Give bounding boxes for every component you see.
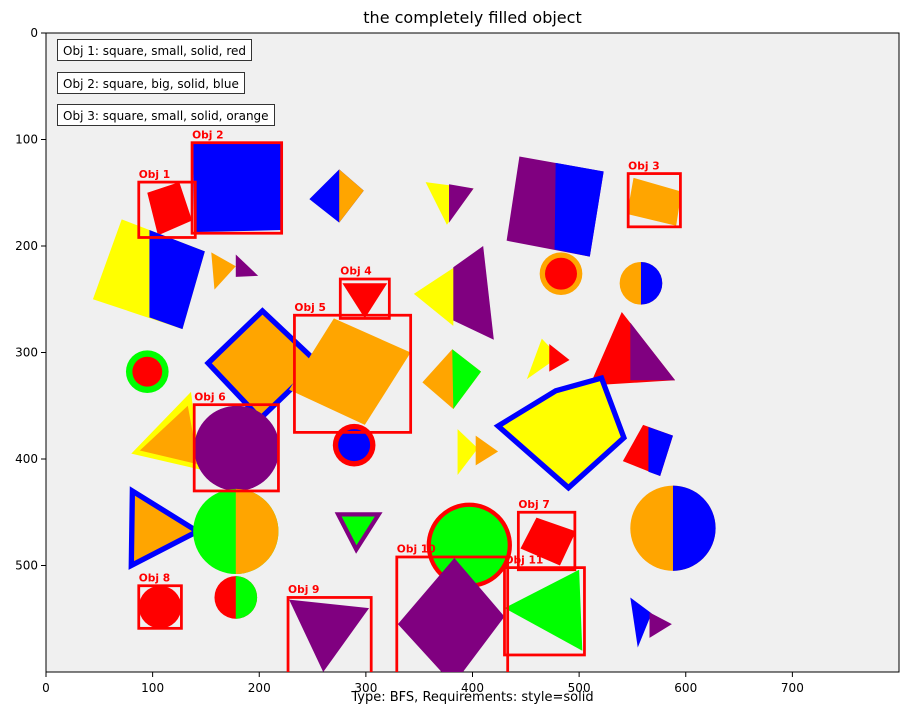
bbox-obj-2 — [190, 141, 284, 235]
bbox-obj-7 — [516, 510, 577, 572]
bbox-label-obj-10: Obj 10 — [397, 543, 436, 556]
x-tick-label: 300 — [354, 681, 377, 695]
yellow-purple-triangle-2 — [413, 267, 455, 326]
x-tick-label: 700 — [781, 681, 804, 695]
x-tick-label: 200 — [248, 681, 271, 695]
orange-square-obj3 — [627, 177, 682, 226]
bbox-label-obj-11: Obj 11 — [504, 553, 543, 566]
bbox-obj-4 — [338, 277, 391, 320]
bbox-label-obj-6: Obj 6 — [194, 390, 225, 403]
x-tick-label: 100 — [141, 681, 164, 695]
bbox-label-obj-3: Obj 3 — [628, 159, 659, 172]
red-triangle-obj4 — [342, 283, 388, 319]
bounding-boxes: Obj 1 Obj 2 Obj 3 Obj 4 Obj 5 Obj 6 Obj 7 Obj 8… — [137, 128, 682, 673]
orange-purple-triangle — [211, 252, 236, 290]
bbox-obj-8 — [137, 584, 183, 630]
blue-purple-triangle — [630, 597, 652, 648]
y-tick-label: 500 — [15, 559, 38, 573]
bbox-label-obj-2: Obj 2 — [192, 128, 223, 141]
x-tick-label: 500 — [568, 681, 591, 695]
bbox-obj-11 — [503, 566, 586, 657]
bbox-label-obj-4: Obj 4 — [340, 265, 371, 278]
red-circle-obj8 — [138, 585, 182, 629]
bbox-obj-9 — [286, 596, 373, 673]
orange-square-obj5 — [289, 318, 411, 425]
red-square-obj7 — [520, 517, 576, 566]
bbox-label-obj-5: Obj 5 — [294, 301, 325, 314]
bbox-label-obj-8: Obj 8 — [139, 571, 170, 584]
y-tick-label: 100 — [15, 133, 38, 147]
legend-item-1: Obj 1: square, small, solid, red — [57, 39, 252, 61]
bbox-obj-5 — [293, 313, 413, 434]
legend-item-3: Obj 3: square, small, solid, orange — [57, 104, 275, 126]
y-tick-label: 400 — [15, 452, 38, 466]
green-red-ring-circle — [426, 502, 512, 588]
purple-triangle-obj9 — [289, 599, 370, 673]
green-purple-triangle — [334, 512, 383, 554]
yellow-orange-small-triangle — [457, 429, 478, 475]
x-tick-label: 400 — [461, 681, 484, 695]
bbox-label-obj-7: Obj 7 — [518, 498, 549, 511]
legend-item-2: Obj 2: square, big, solid, blue — [57, 72, 245, 94]
purple-square-obj10 — [397, 558, 505, 673]
y-tick-label: 300 — [15, 346, 38, 360]
bbox-label-obj-9: Obj 9 — [288, 583, 319, 596]
chart-caption: Type: BFS, Requirements: style=solid — [351, 690, 594, 705]
scene: Obj 1 Obj 2 Obj 3 Obj 4 Obj 5 Obj 6 Obj 7 Obj 8… — [92, 128, 716, 673]
orange-blue-outlined-triangle — [128, 486, 203, 570]
x-tick-label: 0 — [42, 681, 50, 695]
y-tick-label: 200 — [15, 239, 38, 253]
red-square-obj1 — [147, 182, 193, 236]
bbox-obj-1 — [137, 180, 197, 239]
bbox-obj-10 — [395, 555, 510, 673]
green-triangle-obj11 — [504, 569, 583, 651]
purple-circle-obj6 — [194, 405, 280, 491]
axes: 0 100 200 300 400 500 600 700 0 100 200 300 400 500 — [15, 26, 804, 695]
blue-square-obj2 — [193, 141, 283, 233]
bbox-obj-3 — [626, 172, 682, 229]
y-tick-label: 0 — [30, 26, 38, 40]
yellow-blue-outlined-square — [493, 374, 628, 492]
bbox-label-obj-1: Obj 1 — [139, 168, 170, 181]
chart-title: the completely filled object — [363, 8, 582, 27]
x-tick-label: 600 — [674, 681, 697, 695]
bbox-obj-6 — [192, 403, 280, 493]
